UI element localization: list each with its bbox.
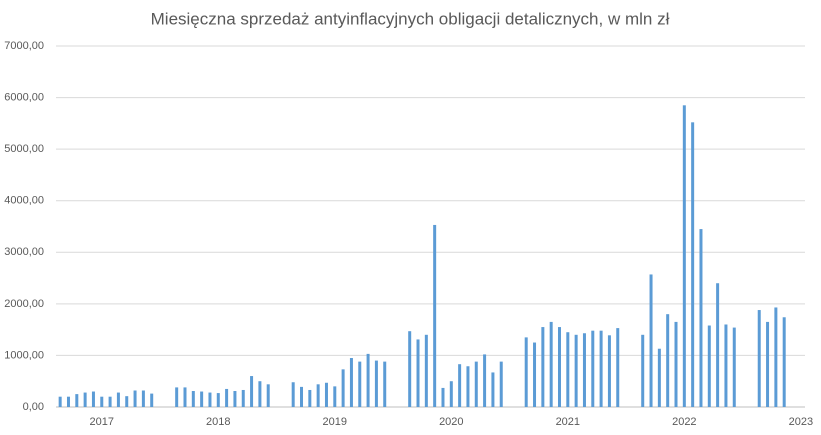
bar	[416, 339, 420, 407]
bar	[466, 366, 470, 407]
bar	[333, 386, 337, 407]
y-tick-label: 4000,00	[4, 195, 44, 207]
bar	[591, 330, 595, 407]
bar	[150, 393, 154, 407]
bar	[607, 335, 611, 407]
bar	[175, 387, 179, 407]
bar	[424, 334, 428, 407]
chart-title: Miesięczna sprzedaż antyinflacyjnych obl…	[151, 9, 670, 28]
x-tick-label: 2019	[323, 416, 347, 428]
y-tick-label: 1000,00	[4, 349, 44, 361]
bar	[308, 389, 312, 407]
bar	[91, 391, 95, 407]
bar	[732, 327, 736, 407]
bar	[100, 396, 104, 407]
bar	[657, 348, 661, 407]
bar	[341, 369, 345, 407]
bar	[408, 331, 412, 407]
bar	[233, 391, 237, 407]
bar	[724, 324, 728, 407]
bar	[366, 353, 370, 407]
bar	[216, 393, 220, 407]
bar	[557, 327, 561, 407]
bar	[766, 321, 770, 407]
bar	[66, 396, 70, 407]
bar	[699, 229, 703, 407]
bar	[141, 390, 145, 407]
y-tick-label: 0,00	[23, 401, 44, 413]
x-tick-label: 2021	[556, 416, 580, 428]
bar	[599, 330, 603, 407]
bar	[782, 317, 786, 407]
bar	[641, 334, 645, 407]
bar	[300, 386, 304, 407]
bar	[358, 361, 362, 407]
bar	[524, 337, 528, 407]
bar	[116, 392, 120, 407]
bar	[208, 392, 212, 407]
bar	[533, 342, 537, 407]
bar	[491, 372, 495, 407]
bar	[75, 394, 79, 407]
bar	[383, 361, 387, 407]
bar	[125, 396, 129, 407]
bar	[649, 274, 653, 407]
bar	[582, 333, 586, 407]
y-tick-label: 2000,00	[4, 298, 44, 310]
bar	[183, 387, 187, 407]
bar	[566, 332, 570, 407]
bar	[324, 382, 328, 407]
bar	[682, 105, 686, 408]
x-tick-label: 2017	[90, 416, 114, 428]
bar	[483, 354, 487, 407]
x-tick-label: 2018	[206, 416, 230, 428]
bar	[316, 384, 320, 407]
x-tick-label: 2023	[789, 416, 813, 428]
bar	[258, 381, 262, 407]
bar	[433, 224, 437, 407]
bar	[200, 391, 204, 407]
bar	[458, 364, 462, 407]
bar	[349, 358, 353, 407]
y-tick-label: 6000,00	[4, 91, 44, 103]
bar	[241, 389, 245, 407]
bar	[108, 396, 112, 407]
bar	[541, 327, 545, 407]
bar	[707, 325, 711, 407]
x-tick-label: 2022	[672, 416, 696, 428]
bar	[250, 376, 254, 407]
x-tick-label: 2020	[439, 416, 463, 428]
y-tick-label: 5000,00	[4, 143, 44, 155]
bar	[474, 361, 478, 407]
bar	[291, 382, 295, 407]
bar	[774, 307, 778, 407]
bar	[449, 381, 453, 407]
bar	[83, 392, 87, 407]
bar	[691, 122, 695, 407]
bar	[666, 314, 670, 407]
bar	[674, 321, 678, 407]
bar	[716, 283, 720, 407]
bar	[374, 360, 378, 407]
bar	[133, 390, 137, 407]
bar	[574, 334, 578, 407]
bar	[58, 396, 62, 407]
bar	[549, 321, 553, 407]
y-tick-label: 3000,00	[4, 246, 44, 258]
bar	[757, 310, 761, 407]
bar	[266, 384, 270, 407]
bar	[499, 361, 503, 407]
bar	[441, 387, 445, 407]
bar	[191, 391, 195, 407]
y-tick-label: 7000,00	[4, 40, 44, 52]
bar	[616, 328, 620, 407]
bar	[225, 388, 229, 407]
